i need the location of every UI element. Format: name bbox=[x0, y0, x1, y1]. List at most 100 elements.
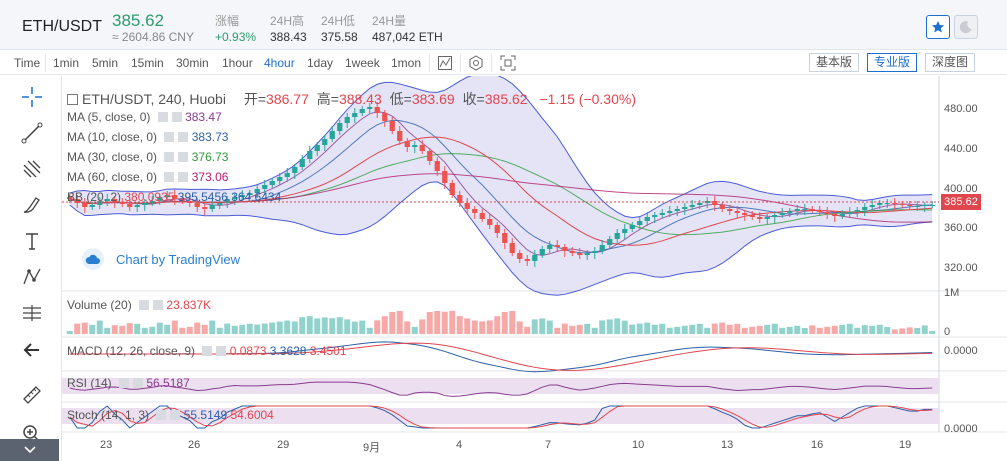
close-mini-icon[interactable] bbox=[170, 410, 181, 420]
close-mini-icon[interactable] bbox=[216, 346, 227, 356]
ticker-header: ETH/USDT 385.62 ≈ 2604.86 CNY 涨幅 +0.93% … bbox=[0, 0, 1007, 50]
last-price: 385.62 bbox=[112, 11, 164, 30]
candle-body bbox=[832, 214, 838, 216]
ruler-icon bbox=[23, 386, 41, 404]
settings-mini-icon[interactable] bbox=[164, 152, 175, 162]
theme-toggle-button[interactable] bbox=[954, 15, 978, 39]
candle-body bbox=[187, 201, 193, 203]
timeframe-30min[interactable]: 30min bbox=[176, 56, 209, 70]
timeframe-1hour[interactable]: 1hour bbox=[222, 56, 253, 70]
low-label: 低= bbox=[389, 91, 412, 107]
timeframe-4hour[interactable]: 4hour bbox=[264, 56, 295, 70]
candle-body bbox=[157, 197, 163, 201]
settings-mini-icon[interactable] bbox=[164, 132, 175, 142]
trendline-tool[interactable] bbox=[19, 120, 45, 146]
pattern-tool[interactable] bbox=[19, 264, 45, 290]
volume-bar bbox=[411, 326, 418, 334]
bb-legend[interactable]: BB (20, 2) 380.0935 395.5456 364.6434 bbox=[67, 190, 281, 204]
settings-button[interactable] bbox=[467, 54, 485, 72]
candle-body bbox=[809, 209, 815, 210]
close-mini-icon[interactable] bbox=[178, 172, 189, 182]
close-mini-icon[interactable] bbox=[171, 112, 182, 122]
measure-tool[interactable] bbox=[19, 382, 45, 408]
fib-tool[interactable] bbox=[19, 156, 45, 182]
close-mini-icon[interactable] bbox=[133, 378, 144, 388]
volume-bar bbox=[734, 323, 741, 334]
macd-legend[interactable]: MACD (12, 26, close, 9) 0.0873 3.3628 3.… bbox=[67, 344, 347, 358]
timeframe-15min[interactable]: 15min bbox=[131, 56, 164, 70]
timeframe-1min[interactable]: 1min bbox=[53, 56, 80, 70]
settings-mini-icon[interactable] bbox=[139, 300, 150, 310]
back-tool[interactable] bbox=[19, 337, 45, 363]
candle-body bbox=[637, 221, 643, 225]
volume-bar bbox=[764, 324, 771, 334]
close-mini-icon[interactable] bbox=[178, 152, 189, 162]
ma60-legend[interactable]: MA (60, close, 0) 373.06 bbox=[67, 170, 228, 184]
timeframe-1mon[interactable]: 1mon bbox=[391, 56, 422, 70]
volume-axis-bottom: 0 bbox=[944, 326, 951, 338]
candle-body bbox=[269, 181, 275, 185]
stat-high: 24H高 388.43 bbox=[270, 12, 307, 44]
volume-bar bbox=[614, 318, 621, 334]
timeframe-1day[interactable]: 1day bbox=[307, 56, 334, 70]
ma10-legend[interactable]: MA (10, close, 0) 383.73 bbox=[67, 130, 228, 144]
close-mini-icon[interactable] bbox=[153, 300, 164, 310]
text-tool[interactable] bbox=[19, 228, 45, 254]
candle-body bbox=[314, 145, 320, 151]
candle-body bbox=[847, 212, 853, 214]
volume-bar bbox=[111, 325, 118, 334]
trendline-icon bbox=[21, 122, 43, 144]
settings-mini-icon[interactable] bbox=[202, 346, 213, 356]
volume-bar bbox=[704, 327, 711, 334]
settings-mini-icon[interactable] bbox=[157, 112, 168, 122]
timeframe-1week[interactable]: 1week bbox=[345, 56, 380, 70]
stat-volume: 24H量 487,042 ETH bbox=[372, 12, 443, 44]
gear-icon bbox=[469, 55, 483, 71]
crosshair-tool[interactable] bbox=[19, 84, 45, 110]
candle-body bbox=[352, 113, 358, 117]
tradingview-watermark[interactable]: Chart by TradingView bbox=[74, 244, 249, 274]
indicators-button[interactable] bbox=[436, 54, 454, 72]
volume-bar bbox=[66, 331, 73, 334]
view-depth-button[interactable]: 深度图 bbox=[925, 53, 976, 72]
fullscreen-button[interactable] bbox=[499, 54, 517, 72]
settings-mini-icon[interactable] bbox=[164, 172, 175, 182]
volume-bars bbox=[66, 310, 936, 334]
favorite-button[interactable] bbox=[926, 15, 950, 39]
volume-bar bbox=[621, 320, 628, 334]
prediction-tool[interactable] bbox=[19, 300, 45, 326]
date-label: 19 bbox=[899, 439, 912, 451]
rsi-legend[interactable]: RSI (14) 56.5187 bbox=[67, 376, 190, 390]
view-basic-button[interactable]: 基本版 bbox=[809, 53, 860, 72]
candle-body bbox=[419, 145, 425, 151]
candle-body bbox=[337, 123, 343, 131]
collapse-legend-icon[interactable] bbox=[67, 94, 78, 105]
settings-mini-icon[interactable] bbox=[119, 378, 130, 388]
candle-body bbox=[652, 215, 658, 217]
volume-legend[interactable]: Volume (20) 23.837K bbox=[67, 298, 211, 312]
stat-value: 487,042 ETH bbox=[372, 30, 443, 44]
candle-body bbox=[217, 203, 223, 205]
close-mini-icon[interactable] bbox=[178, 132, 189, 142]
chart-area[interactable]: ETH/USDT, 240, Huobi 开=386.77 高=388.43 低… bbox=[62, 76, 1007, 461]
collapse-toolbar-button[interactable] bbox=[0, 439, 59, 461]
volume-bar bbox=[839, 324, 846, 334]
candle-body bbox=[772, 215, 778, 217]
timeframe-time[interactable]: Time bbox=[14, 56, 41, 70]
price-chart[interactable] bbox=[62, 76, 1007, 461]
date-label: 29 bbox=[277, 439, 290, 451]
ma30-legend[interactable]: MA (30, close, 0) 376.73 bbox=[67, 150, 228, 164]
stoch-legend[interactable]: Stoch (14, 1, 3) 55.5149 54.6004 bbox=[67, 408, 274, 422]
brush-tool[interactable] bbox=[19, 192, 45, 218]
timeframe-5min[interactable]: 5min bbox=[92, 56, 119, 70]
ma-name: MA (60, close, 0) bbox=[67, 170, 158, 184]
ma5-legend[interactable]: MA (5, close, 0) 383.47 bbox=[67, 110, 222, 124]
volume-bar bbox=[899, 328, 906, 334]
settings-mini-icon[interactable] bbox=[156, 410, 167, 420]
date-label: 13 bbox=[721, 439, 734, 451]
candle-body bbox=[689, 205, 695, 207]
view-pro-button[interactable]: 专业版 bbox=[867, 53, 918, 72]
volume-bar bbox=[479, 321, 486, 334]
candle-body bbox=[442, 171, 448, 183]
candle-body bbox=[899, 204, 905, 205]
